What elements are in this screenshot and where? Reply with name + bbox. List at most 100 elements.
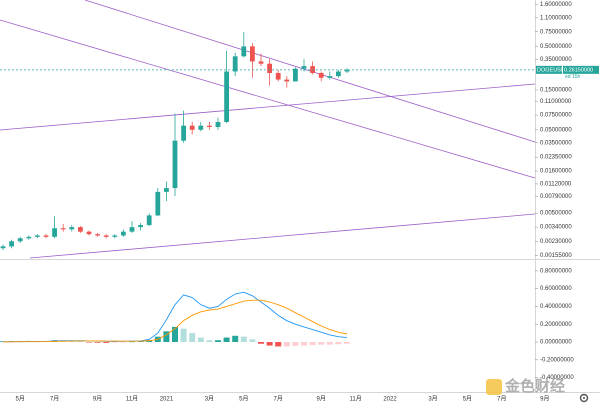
candle-body xyxy=(172,140,178,189)
y-tick-label: 1.10000000 xyxy=(540,15,572,21)
candle-body xyxy=(112,235,118,237)
macd-histogram-bar xyxy=(197,337,204,342)
candle-body xyxy=(232,56,238,72)
y-tick-label: 0.00230000 xyxy=(540,239,572,245)
candle-body xyxy=(327,76,333,78)
y-tick-label: 0.05000000 xyxy=(540,127,572,133)
candle-body xyxy=(146,215,152,226)
macd-histogram-bar xyxy=(137,341,144,342)
macd-histogram-bar xyxy=(326,342,333,345)
x-tick-label: 9月 xyxy=(317,396,326,403)
y-tick-label: 0.35000000 xyxy=(540,57,572,63)
macd-histogram-bar xyxy=(180,328,187,342)
candle-body xyxy=(155,191,161,216)
symbol-tag xyxy=(536,65,562,74)
candle-body xyxy=(198,125,204,130)
candle-body xyxy=(224,71,229,122)
candle-body xyxy=(275,72,281,80)
x-tick-label: 5月 xyxy=(239,396,248,403)
candle-body xyxy=(17,238,23,242)
y-tick-label: 0.00500000 xyxy=(540,211,572,217)
last-price-label: 0.26150000 xyxy=(564,67,593,73)
candle-body xyxy=(129,227,135,232)
candle-body xyxy=(301,66,307,69)
candle-body xyxy=(189,125,195,130)
candle-body xyxy=(241,46,247,57)
macd-histogram-bar xyxy=(120,342,127,343)
settings-gear[interactable] xyxy=(579,393,589,403)
candle-body xyxy=(60,228,66,230)
macd-y-tick-label: 0.00000000 xyxy=(540,340,572,346)
candle-body xyxy=(43,235,49,237)
x-tick-label: 7月 xyxy=(274,396,283,403)
macd-y-tick-label: 0.20000000 xyxy=(540,322,572,328)
macd-histogram-bar xyxy=(240,336,247,342)
y-tick-label: 0.01600000 xyxy=(540,169,572,175)
candle-body xyxy=(344,69,350,72)
candle-body xyxy=(121,231,126,236)
last-price-tag xyxy=(563,65,599,74)
settings-gear-center xyxy=(583,397,585,399)
candle-body xyxy=(258,61,264,64)
y-tick-label: 0.11000000 xyxy=(540,99,572,105)
macd-histogram-bar xyxy=(335,342,342,345)
candle-body xyxy=(215,121,221,127)
candle-body xyxy=(336,71,341,77)
candle-body xyxy=(293,68,298,82)
trend-lines xyxy=(0,0,536,259)
watermark: 金色财经 xyxy=(486,377,565,395)
macd-histogram-bar xyxy=(189,333,196,342)
x-tick-label: 5月 xyxy=(463,396,472,403)
symbol-label: DOGEUSD xyxy=(537,67,565,73)
x-tick-label: 9月 xyxy=(93,396,102,403)
y-tick-label: 0.03500000 xyxy=(540,140,572,146)
macd-histogram-bar xyxy=(309,342,316,346)
macd-histogram-bar xyxy=(111,342,118,343)
candle-body xyxy=(164,188,169,192)
macd-y-tick-label: 0.40000000 xyxy=(540,304,572,310)
trend-line xyxy=(0,19,536,179)
x-tick-label: 3月 xyxy=(205,396,214,403)
candle-body xyxy=(138,225,143,228)
settings-icon[interactable] xyxy=(579,393,589,403)
macd-histogram-bar xyxy=(318,342,325,345)
x-tick-label: 2021 xyxy=(160,397,174,403)
candle-body xyxy=(0,246,6,249)
candle-body xyxy=(250,46,255,62)
macd-y-tick-label: -0.40000000 xyxy=(540,375,574,381)
macd-histogram-bar xyxy=(103,342,110,343)
x-tick-label: 11月 xyxy=(349,396,361,403)
candle-body xyxy=(78,227,83,232)
macd-histogram-bar xyxy=(344,342,350,344)
macd-histogram-bar xyxy=(206,340,213,342)
candle-body xyxy=(267,63,272,73)
x-tick-label: 5月 xyxy=(16,396,25,403)
x-tick-label: 3月 xyxy=(428,396,437,403)
macd-line xyxy=(2,299,348,343)
countdown-label: ed 15h xyxy=(565,74,581,80)
y-tick-label: 0.00340000 xyxy=(540,225,572,231)
y-tick-label: 0.01120000 xyxy=(540,182,572,188)
x-tick-label: 7月 xyxy=(50,396,59,403)
y-tick-label: 0.00790000 xyxy=(540,194,572,200)
x-tick-label: 11月 xyxy=(126,396,138,403)
macd-histogram-bar xyxy=(266,342,273,346)
y-tick-label: 0.50000000 xyxy=(540,44,572,50)
candle-body xyxy=(284,79,290,82)
candle-body xyxy=(35,235,40,237)
y-tick-label: 0.00155000 xyxy=(540,253,572,259)
macd-histogram-bar xyxy=(301,342,307,346)
y-tick-label: 0.15000000 xyxy=(540,88,572,94)
candle-body xyxy=(52,228,57,237)
watermark-text: 金色财经 xyxy=(504,377,565,395)
macd-histogram-bar xyxy=(283,342,290,347)
watermark-logo xyxy=(486,379,502,395)
macd-histogram-bar xyxy=(172,326,178,342)
macd-histogram-bar xyxy=(275,342,282,347)
candle-body xyxy=(181,125,186,141)
candle-body xyxy=(103,235,109,237)
macd-histogram-bar xyxy=(129,341,135,343)
y-tick-label: 1.60000000 xyxy=(540,2,572,8)
candle-body xyxy=(9,241,14,247)
